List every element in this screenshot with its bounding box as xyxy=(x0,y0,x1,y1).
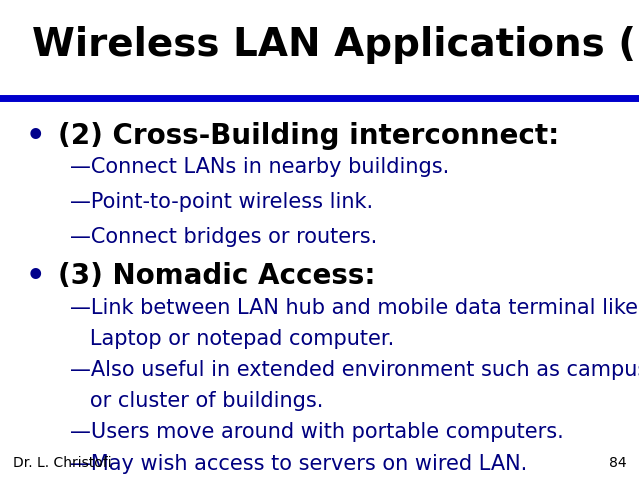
Text: —Users move around with portable computers.: —Users move around with portable compute… xyxy=(70,422,564,443)
Text: •: • xyxy=(26,122,45,151)
Text: Laptop or notepad computer.: Laptop or notepad computer. xyxy=(70,329,394,349)
Text: —May wish access to servers on wired LAN.: —May wish access to servers on wired LAN… xyxy=(70,454,528,474)
Text: —Connect bridges or routers.: —Connect bridges or routers. xyxy=(70,227,378,247)
Text: (3) Nomadic Access:: (3) Nomadic Access: xyxy=(58,262,375,290)
Text: Wireless LAN Applications (2): Wireless LAN Applications (2) xyxy=(32,26,639,64)
Text: or cluster of buildings.: or cluster of buildings. xyxy=(70,391,324,411)
Text: —Link between LAN hub and mobile data terminal like a: —Link between LAN hub and mobile data te… xyxy=(70,298,639,318)
Text: (2) Cross-Building interconnect:: (2) Cross-Building interconnect: xyxy=(58,122,558,150)
Text: Dr. L. Christofi: Dr. L. Christofi xyxy=(13,456,111,470)
Text: •: • xyxy=(26,262,45,292)
Text: —Also useful in extended environment such as campus: —Also useful in extended environment suc… xyxy=(70,360,639,380)
Text: —Point-to-point wireless link.: —Point-to-point wireless link. xyxy=(70,192,373,212)
Text: —Connect LANs in nearby buildings.: —Connect LANs in nearby buildings. xyxy=(70,157,450,177)
Text: 84: 84 xyxy=(608,456,626,470)
